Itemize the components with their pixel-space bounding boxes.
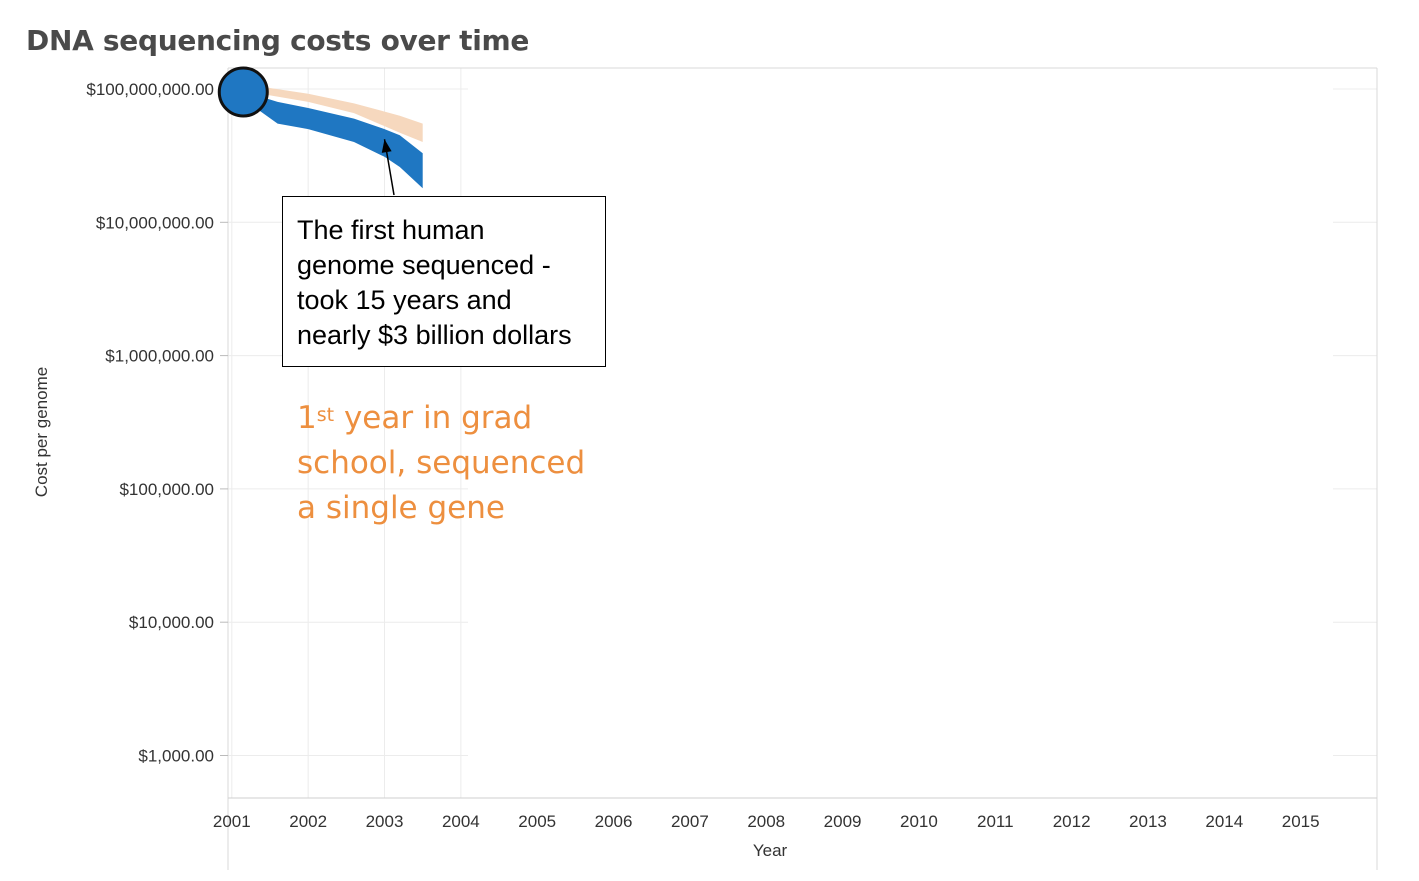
y-tick-label: $1,000.00: [138, 747, 214, 766]
grad-school-note: 1st year in grad school, sequenced a sin…: [297, 396, 617, 531]
y-axis-ticks: $1,000.00 $10,000.00 $100,000.00 $1,000,000…: [86, 80, 228, 766]
x-tick-label: 2015: [1282, 812, 1320, 831]
grad-note-superscript: st: [316, 404, 335, 426]
plot-frame: [227, 67, 1378, 870]
x-tick-label: 2007: [671, 812, 709, 831]
y-tick-label: $100,000.00: [119, 480, 214, 499]
area-band-1: [239, 90, 423, 189]
y-tick-label: $10,000,000.00: [96, 213, 214, 232]
callout-line: The first human: [297, 215, 485, 245]
x-tick-label: 2012: [1053, 812, 1091, 831]
grad-note-line: school, sequenced: [297, 445, 586, 481]
highlight-point: [217, 66, 269, 118]
area-series: [217, 66, 423, 189]
x-tick-label: 2001: [213, 812, 251, 831]
x-tick-label: 2004: [442, 812, 480, 831]
callout-line: nearly $3 billion dollars: [297, 320, 572, 350]
y-axis-title: Cost per genome: [32, 367, 51, 497]
callout-arrow: [381, 139, 395, 196]
x-axis-title: Year: [753, 841, 788, 860]
x-tick-label: 2009: [824, 812, 862, 831]
x-tick-label: 2005: [518, 812, 556, 831]
y-tick-label: $100,000,000.00: [86, 80, 214, 99]
y-tick-label: $10,000.00: [129, 613, 214, 632]
grad-note-line: a single gene: [297, 490, 505, 526]
x-tick-label: 2011: [977, 812, 1014, 831]
arrow-head: [381, 139, 392, 153]
x-tick-label: 2006: [595, 812, 633, 831]
callout-first-genome: The first human genome sequenced - took …: [282, 196, 606, 367]
grad-note-line: 1st year in grad: [297, 396, 617, 441]
grad-note-rest: year in grad: [334, 400, 533, 436]
x-tick-label: 2008: [747, 812, 785, 831]
x-tick-label: 2002: [289, 812, 327, 831]
x-tick-label: 2010: [900, 812, 938, 831]
chart-title: DNA sequencing costs over time: [26, 24, 530, 57]
callout-line: took 15 years and: [297, 285, 512, 315]
y-tick-label: $1,000,000.00: [105, 347, 214, 366]
x-tick-label: 2014: [1205, 812, 1243, 831]
callout-line: genome sequenced -: [297, 250, 551, 280]
x-tick-label: 2003: [366, 812, 404, 831]
x-tick-label: 2013: [1129, 812, 1167, 831]
x-axis-ticks: 2001 2002 2003 2004 2005 2006 2007 2008 2009 2010…: [213, 812, 1320, 831]
grad-note-number: 1: [297, 400, 317, 436]
